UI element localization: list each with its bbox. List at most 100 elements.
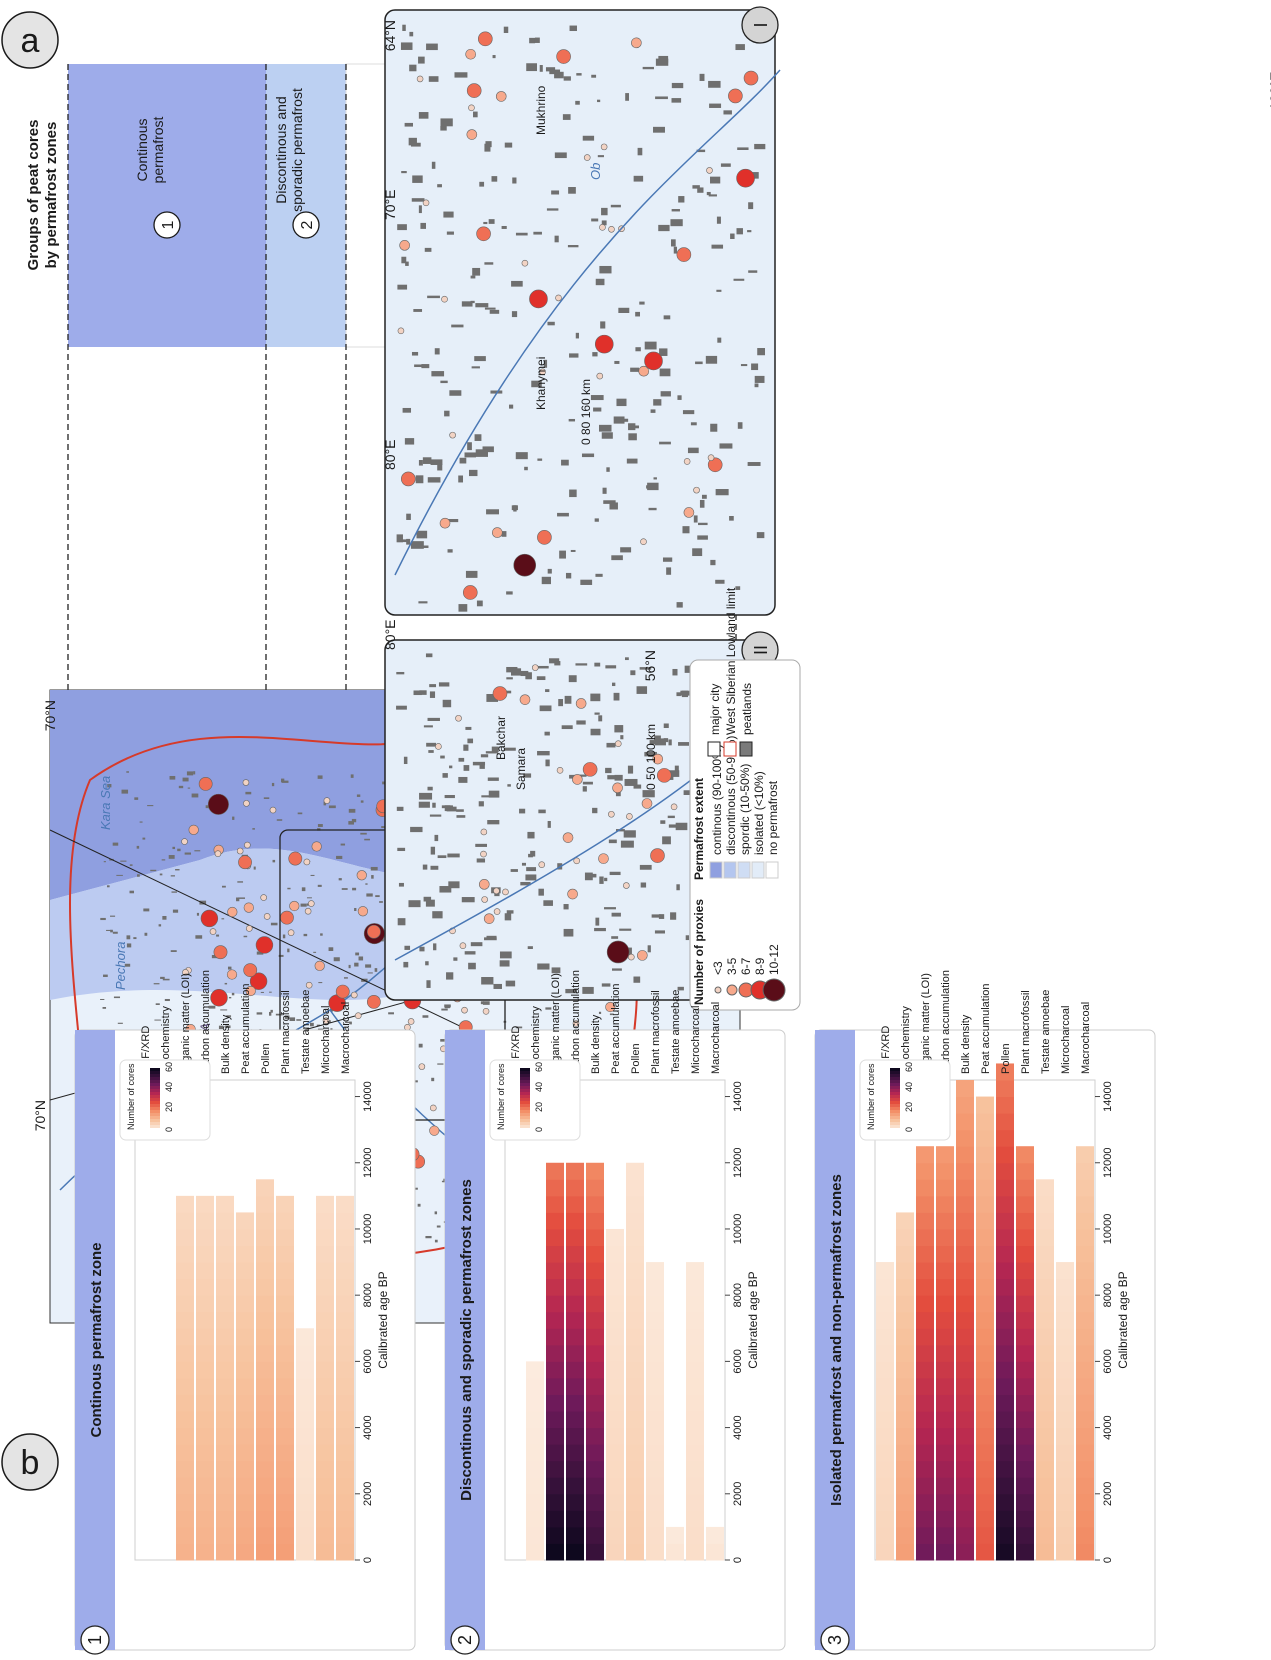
peatland-patch — [164, 998, 170, 1002]
inset-peat-patch — [584, 872, 593, 881]
inset-peat-patch — [591, 74, 597, 78]
proxy-site — [418, 1063, 426, 1070]
inset-peat-patch — [476, 600, 483, 607]
heat-cell — [336, 1543, 354, 1561]
row-label-1: Geochemistry — [160, 1006, 172, 1074]
inset-proxy-site — [422, 199, 430, 207]
heat-cell — [976, 1510, 994, 1528]
x-tick-label: 14000 — [1102, 1081, 1114, 1112]
peatland-patch — [367, 972, 373, 974]
inset-peat-patch — [668, 824, 682, 828]
heat-cell — [936, 1411, 954, 1429]
inset-proxy-site — [640, 538, 647, 546]
heat-cell — [996, 1377, 1014, 1395]
heat-cell — [686, 1278, 704, 1296]
heat-cell — [976, 1311, 994, 1329]
inset-peat-patch — [425, 653, 433, 658]
inset-peat-patch — [582, 135, 595, 141]
proxy-site — [287, 929, 295, 936]
heat-cell — [176, 1195, 194, 1213]
heat-cell — [236, 1427, 254, 1445]
colorbar-step — [890, 1083, 900, 1086]
inset-peat-patch — [440, 380, 448, 384]
row-label-6: Pollen — [1000, 1043, 1012, 1074]
heat-cell — [336, 1278, 354, 1296]
inset-proxy-site — [397, 327, 405, 335]
inset-peat-patch — [475, 303, 489, 308]
peatland-patch — [256, 951, 264, 955]
heat-cell — [296, 1377, 314, 1395]
heat-cell — [876, 1427, 894, 1445]
heat-cell — [626, 1311, 644, 1329]
peatland-patch — [126, 943, 132, 948]
inset-peat-patch — [602, 487, 607, 494]
inset-peat-patch — [593, 407, 602, 412]
x-axis-label: Calibrated age BP — [1116, 1271, 1130, 1368]
heat-cell — [586, 1295, 604, 1313]
heat-cell — [276, 1493, 294, 1511]
inset-peat-patch — [697, 535, 708, 540]
peatland-patch — [278, 954, 284, 957]
inset-peat-patch — [413, 690, 422, 696]
colorbar-step — [890, 1122, 900, 1125]
row-label-6: Pollen — [260, 1043, 272, 1074]
x-tick-label: 4000 — [362, 1415, 374, 1439]
heat-cell — [316, 1295, 334, 1313]
heat-cell — [936, 1543, 954, 1561]
heat-cell — [1076, 1543, 1094, 1561]
colorbar-step — [890, 1101, 900, 1104]
heat-cell — [276, 1460, 294, 1478]
heat-cell — [1076, 1411, 1094, 1429]
heat-cell — [1076, 1228, 1094, 1247]
heat-cell — [336, 1344, 354, 1362]
heat-cell — [896, 1493, 914, 1511]
inset-peat-patch — [594, 712, 600, 715]
inset-peat-patch — [519, 808, 526, 814]
heat-cell — [276, 1344, 294, 1362]
heat-cell — [976, 1477, 994, 1495]
peatland-patch — [143, 908, 150, 912]
heat-cell — [176, 1262, 194, 1280]
inset-peat-patch — [569, 489, 577, 498]
inset-peat-patch — [567, 245, 579, 248]
heat-cell — [276, 1262, 294, 1280]
inset-peat-patch — [424, 247, 432, 252]
inset-peat-patch — [563, 928, 574, 937]
heat-cell — [256, 1510, 274, 1528]
heat-cell — [686, 1526, 704, 1544]
heat-cell — [1036, 1262, 1054, 1280]
panel-number: 3 — [825, 1635, 845, 1645]
inset-peat-patch — [467, 442, 472, 451]
inset-peat-patch — [402, 407, 412, 413]
inset-peat-patch — [549, 69, 561, 75]
inset-peat-patch — [569, 353, 579, 358]
inset-proxy-site — [575, 698, 587, 709]
inset-peat-patch — [449, 390, 462, 396]
peatland-patch — [124, 963, 131, 967]
inset-peat-patch — [671, 98, 682, 103]
peatland-patch — [106, 885, 110, 888]
peatland-patch — [480, 1001, 485, 1005]
heat-cell — [316, 1344, 334, 1362]
heat-cell — [316, 1228, 334, 1247]
inset-peat-patch — [467, 738, 474, 744]
inset-peat-patch — [676, 884, 680, 891]
heat-cell — [996, 1477, 1014, 1495]
heat-cell — [336, 1228, 354, 1247]
inset-peat-patch — [754, 143, 766, 150]
peatland-patch — [434, 1211, 438, 1215]
inset-peat-patch — [658, 224, 670, 232]
inset-peat-patch — [432, 802, 436, 808]
colorbar-step — [890, 1110, 900, 1113]
peatland-patch — [364, 838, 370, 841]
proxy-site — [243, 800, 250, 807]
heat-cell — [216, 1262, 234, 1280]
colorbar-tick: 60 — [534, 1062, 544, 1072]
inset-peat-patch — [422, 864, 428, 870]
proxy-site — [214, 850, 222, 857]
inset-peat-patch — [668, 739, 672, 746]
row-label-5: Peat accumulation — [980, 984, 992, 1075]
inset-peat-patch — [423, 896, 432, 902]
legend-extent-swatch-1 — [723, 861, 737, 879]
inset-peat-patch — [747, 462, 761, 466]
